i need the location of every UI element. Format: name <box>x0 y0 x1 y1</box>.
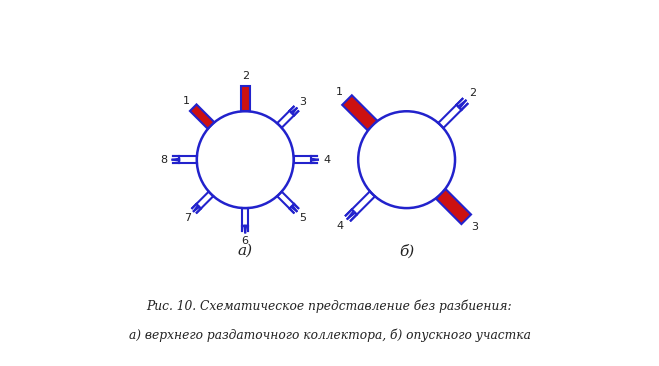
Text: б): б) <box>399 244 415 258</box>
Text: а) верхнего раздаточного коллектора, б) опускного участка: а) верхнего раздаточного коллектора, б) … <box>129 329 530 342</box>
Text: Рис. 10. Схематическое представление без разбиения:: Рис. 10. Схематическое представление без… <box>147 300 512 314</box>
Polygon shape <box>241 86 250 111</box>
Text: 5: 5 <box>300 213 306 223</box>
Text: 6: 6 <box>242 236 248 246</box>
Text: 4: 4 <box>324 155 331 165</box>
Text: 8: 8 <box>160 155 167 165</box>
Polygon shape <box>342 95 377 130</box>
Text: 3: 3 <box>471 223 478 232</box>
Text: 7: 7 <box>184 213 191 223</box>
Text: 3: 3 <box>300 97 306 107</box>
Text: 2: 2 <box>469 88 476 98</box>
Text: а): а) <box>238 244 253 258</box>
Text: 1: 1 <box>183 96 190 106</box>
Text: 2: 2 <box>242 71 249 81</box>
Polygon shape <box>436 189 471 224</box>
Text: 1: 1 <box>335 87 343 97</box>
Text: 4: 4 <box>337 221 344 231</box>
Polygon shape <box>190 104 214 129</box>
